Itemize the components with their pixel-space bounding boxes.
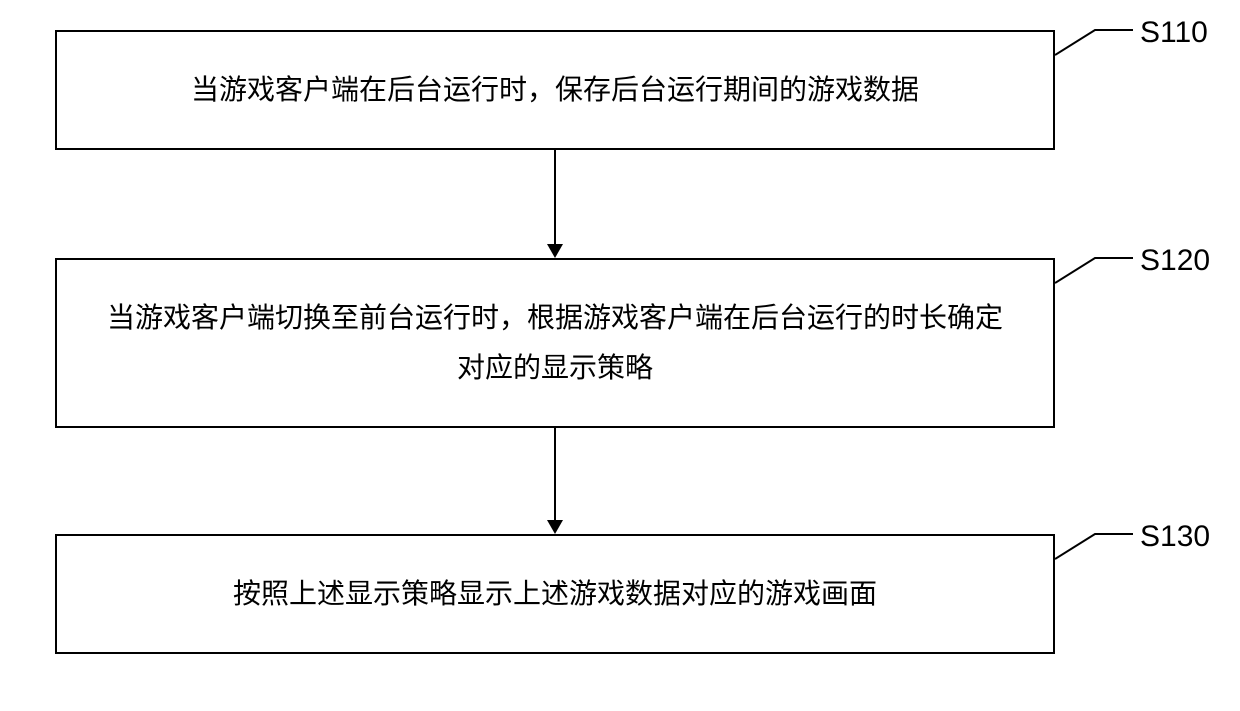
flowchart-container: 当游戏客户端在后台运行时，保存后台运行期间的游戏数据 S110 当游戏客户端切换… xyxy=(0,0,1240,711)
callout-line-s130 xyxy=(1055,532,1135,567)
arrow-s110-s120 xyxy=(547,244,563,258)
step-box-s110: 当游戏客户端在后台运行时，保存后台运行期间的游戏数据 xyxy=(55,30,1055,150)
step-box-s130: 按照上述显示策略显示上述游戏数据对应的游戏画面 xyxy=(55,534,1055,654)
connector-s110-s120 xyxy=(554,150,556,246)
connector-s120-s130 xyxy=(554,428,556,522)
callout-line-s110 xyxy=(1055,28,1135,63)
step-text-s120: 当游戏客户端切换至前台运行时，根据游戏客户端在后台运行的时长确定对应的显示策略 xyxy=(97,293,1013,394)
step-box-s120: 当游戏客户端切换至前台运行时，根据游戏客户端在后台运行的时长确定对应的显示策略 xyxy=(55,258,1055,428)
step-label-s120: S120 xyxy=(1140,244,1210,278)
step-text-s110: 当游戏客户端在后台运行时，保存后台运行期间的游戏数据 xyxy=(191,65,919,115)
step-label-s130: S130 xyxy=(1140,520,1210,554)
step-text-s130: 按照上述显示策略显示上述游戏数据对应的游戏画面 xyxy=(233,569,877,619)
step-label-s110: S110 xyxy=(1140,16,1208,50)
callout-line-s120 xyxy=(1055,256,1135,291)
arrow-s120-s130 xyxy=(547,520,563,534)
